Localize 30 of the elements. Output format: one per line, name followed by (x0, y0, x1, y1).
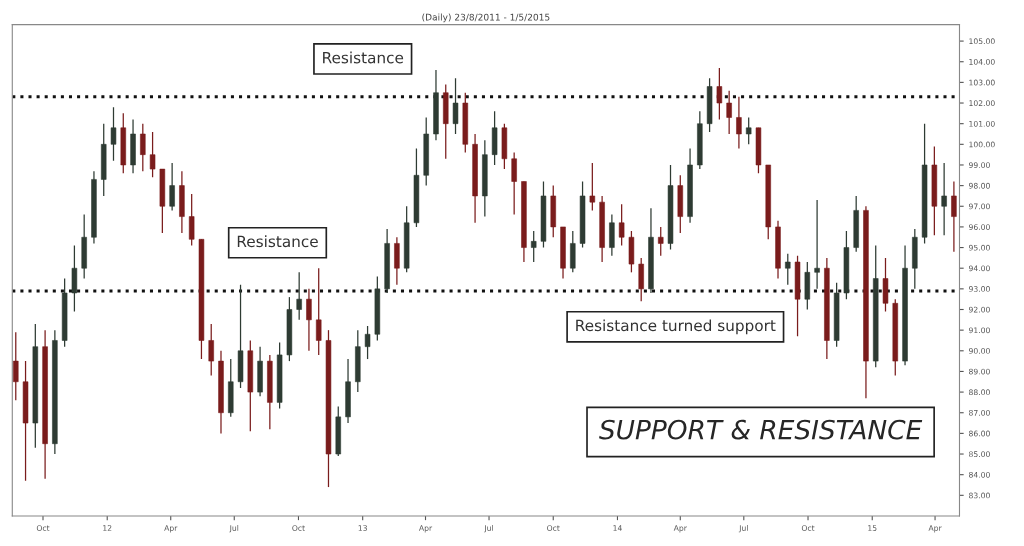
candlestick (716, 67, 723, 121)
candlestick (169, 162, 175, 212)
candlestick (726, 90, 732, 135)
candlestick (315, 267, 322, 356)
candlestick (530, 230, 537, 263)
candlestick (745, 116, 752, 145)
candlestick (814, 199, 820, 290)
candlestick (618, 203, 625, 247)
candlestick (511, 151, 517, 216)
chart-title: (Daily) 23/8/2011 - 1/5/2015 (422, 13, 550, 23)
candlestick (951, 180, 957, 253)
annotation: Resistance turned support (576, 319, 776, 335)
candlestick (208, 323, 214, 377)
candlestick (110, 106, 117, 162)
candlestick (188, 193, 195, 247)
annotation: SUPPORT & RESISTANCE (599, 419, 923, 440)
candlestick (658, 226, 664, 257)
candlestick (589, 162, 596, 212)
annotation: Resistance (323, 51, 404, 64)
candlestick (941, 162, 947, 236)
candlestick (296, 271, 302, 321)
candlestick (452, 77, 459, 135)
candlestick (785, 253, 791, 286)
candlestick (736, 96, 742, 150)
candlestick (149, 131, 156, 178)
candlestick (306, 288, 312, 352)
annotation: Resistance (237, 235, 318, 248)
candlestick (13, 331, 19, 401)
candlestick (140, 123, 146, 172)
candlestick (364, 325, 371, 360)
